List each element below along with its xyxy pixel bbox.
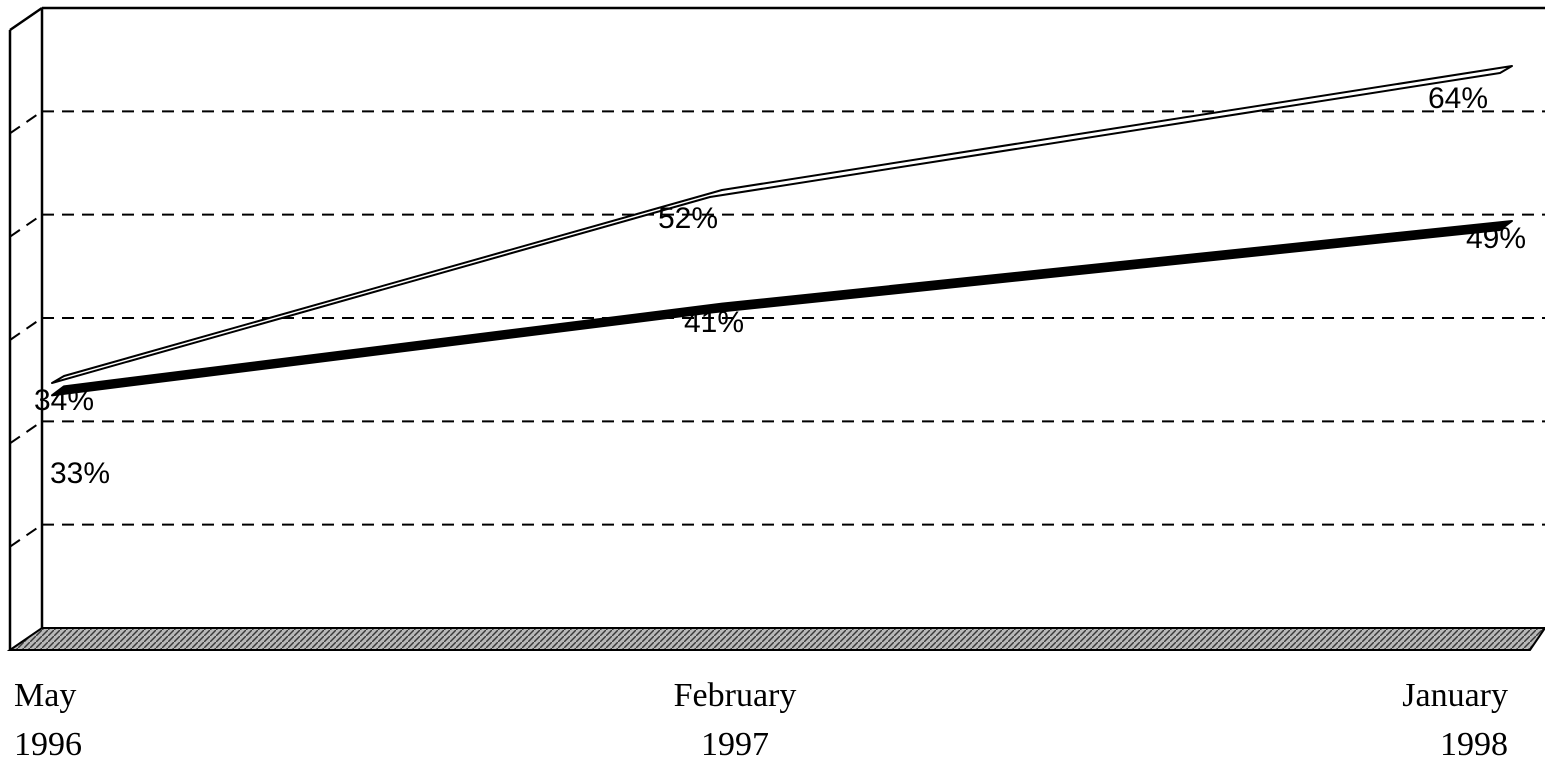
side-gridline-50 (9, 213, 43, 238)
series-1-line (51, 65, 1513, 384)
data-label-series-1-1: 34% (34, 384, 94, 417)
x-tick-label-1-line-1: May (14, 677, 76, 714)
data-label-series-1-3: 64% (1428, 82, 1488, 115)
x-tick-label-3-line-2: 1998 (1440, 726, 1508, 763)
x-tick-label-3-line-1: January (1402, 677, 1508, 714)
side-top-edge (9, 6, 43, 32)
x-tick-label-1-line-2: 1996 (14, 726, 82, 763)
axes (6, 6, 1545, 651)
data-label-series-2-2: 41% (684, 306, 744, 339)
data-label-series-2-1: 33% (50, 457, 110, 490)
series-2-line (51, 220, 1513, 397)
side-gridline-30 (9, 420, 43, 445)
side-gridline-20 (9, 523, 43, 548)
side-gridline-60 (9, 110, 43, 135)
data-labels: 34% 52% 64% 33% 41% 49% (34, 82, 1526, 490)
x-tick-label-2-line-2: 1997 (701, 726, 769, 763)
series (51, 65, 1513, 397)
side-gridline-40 (9, 317, 43, 341)
data-label-series-1-2: 52% (658, 202, 718, 235)
x-axis-labels: May 1996 February 1997 January 1998 (14, 677, 1508, 763)
x-tick-label-2-line-1: February (674, 677, 797, 714)
gridlines (9, 7, 1545, 548)
data-label-series-2-3: 49% (1466, 222, 1526, 255)
chart-floor (6, 627, 1545, 651)
